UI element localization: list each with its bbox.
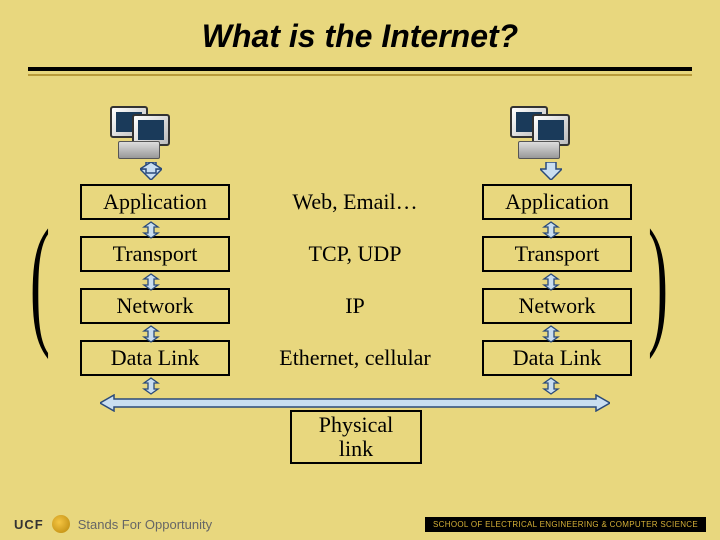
computer-right-icon (510, 104, 580, 159)
footer-school: SCHOOL OF ELECTRICAL ENGINEERING & COMPU… (425, 517, 706, 532)
physical-link-box: Physical link (290, 410, 422, 464)
left-brace: ( (30, 199, 50, 365)
diagram-area: ( ) Application Transport Network Data L… (0, 84, 720, 464)
right-brace: ) (648, 199, 668, 365)
layer-box: Application (80, 184, 230, 220)
arrow-down-icon (140, 162, 162, 180)
protocol-label: Web, Email… (260, 184, 450, 220)
layer-box: Data Link (80, 340, 230, 376)
layer-box: Transport (482, 236, 632, 272)
title-rule (28, 67, 692, 76)
computer-left-icon (110, 104, 180, 159)
arrow-bidir-icon (140, 377, 162, 395)
arrow-bidir-icon (140, 273, 162, 291)
footer: UCF Stands For Opportunity SCHOOL OF ELE… (0, 512, 720, 540)
arrow-bidir-icon (540, 325, 562, 343)
protocol-label: TCP, UDP (280, 236, 430, 272)
arrow-bidir-icon (540, 221, 562, 239)
arrow-bidir-icon (540, 273, 562, 291)
protocol-label: IP (310, 288, 400, 324)
layer-box: Transport (80, 236, 230, 272)
pegasus-icon (52, 515, 70, 533)
protocol-label: Ethernet, cellular (240, 340, 470, 376)
arrow-down-icon (540, 162, 562, 180)
layer-box: Application (482, 184, 632, 220)
ucf-wordmark: UCF (14, 517, 44, 532)
arrow-bidir-icon (540, 377, 562, 395)
footer-left: UCF Stands For Opportunity (14, 515, 212, 533)
footer-tagline: Stands For Opportunity (78, 517, 212, 532)
layer-box: Data Link (482, 340, 632, 376)
layer-box: Network (482, 288, 632, 324)
slide-title: What is the Internet? (0, 0, 720, 55)
layer-box: Network (80, 288, 230, 324)
arrow-bidir-icon (140, 325, 162, 343)
arrow-bidir-icon (140, 221, 162, 239)
